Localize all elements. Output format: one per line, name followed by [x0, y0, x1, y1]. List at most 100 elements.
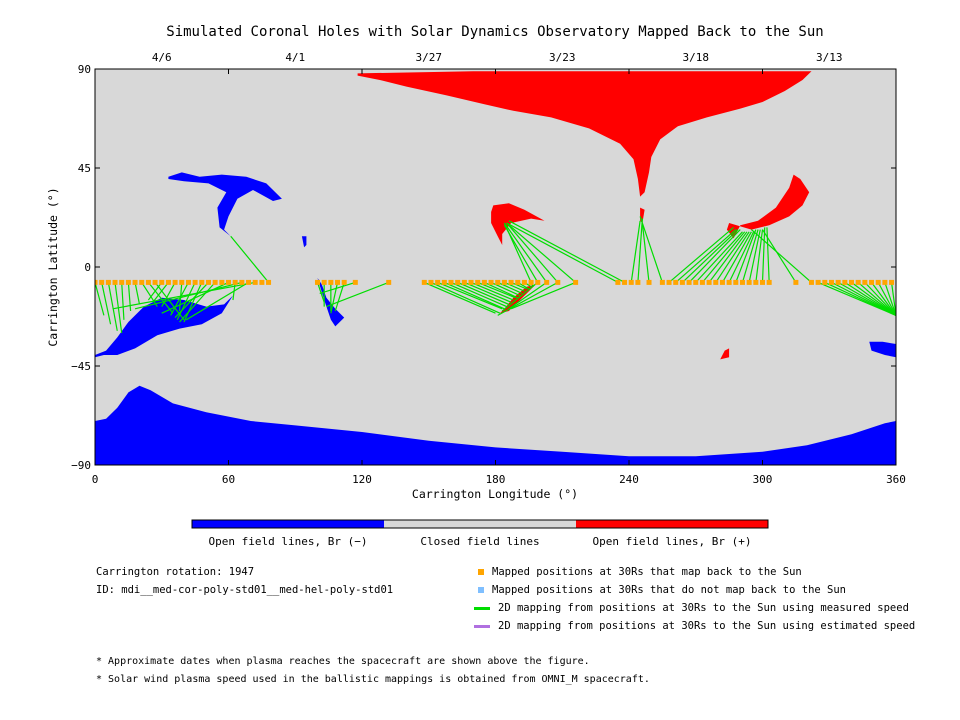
mapped-point-71	[733, 279, 739, 285]
mapping-line-75	[741, 229, 759, 283]
x-tick-label-0: 0	[92, 473, 99, 486]
colorbar-segment-0	[192, 520, 384, 528]
mapping-line-69	[701, 231, 746, 283]
mapped-point-12	[172, 279, 178, 285]
mapping-line-6	[134, 282, 141, 305]
mapped-point-80	[822, 279, 828, 285]
mapping-line-14	[170, 282, 189, 316]
mapping-line-2	[107, 282, 118, 331]
mapping-line-78	[761, 227, 766, 283]
mapped-point-58	[635, 279, 641, 285]
mapped-point-9	[152, 279, 158, 285]
mapped-point-32	[352, 279, 358, 285]
mapping-line-68	[695, 231, 743, 283]
mapped-point-6	[132, 279, 138, 285]
mapped-point-88	[875, 279, 881, 285]
mapping-line-22	[185, 281, 249, 321]
mapped-point-65	[693, 279, 699, 285]
mapping-line-80	[761, 229, 797, 283]
mapping-line-57	[506, 222, 576, 283]
mapped-point-33	[386, 279, 392, 285]
mapped-point-36	[435, 279, 441, 285]
mapped-point-81	[828, 279, 834, 285]
mapped-point-76	[766, 279, 772, 285]
mapped-point-10	[159, 279, 165, 285]
mapped-point-26	[266, 279, 272, 285]
x-tick-label-300: 300	[753, 473, 773, 486]
mapped-point-40	[461, 279, 467, 285]
mapping-line-7	[141, 282, 158, 307]
mapped-point-28	[321, 279, 327, 285]
colorbar-label-2: Open field lines, Br (+)	[593, 535, 752, 548]
legend-label-estimated: 2D mapping from positions at 30Rs to the…	[498, 620, 916, 632]
mapping-line-43	[497, 281, 523, 294]
legend: Mapped positions at 30Rs that map back t…	[474, 563, 916, 635]
mapping-line-25	[316, 282, 325, 303]
mapped-point-16	[199, 279, 205, 285]
mapped-point-48	[515, 279, 521, 285]
mapping-line-88	[857, 281, 896, 316]
coronal-hole-negative-4	[869, 341, 896, 358]
mapped-point-37	[441, 279, 447, 285]
mapping-line-15	[176, 282, 196, 321]
date-label-5: 3/13	[816, 51, 843, 64]
mapped-point-56	[622, 279, 628, 285]
mapping-line-56	[506, 222, 559, 283]
mapped-point-63	[679, 279, 685, 285]
y-tick-label--90: −90	[71, 459, 91, 472]
mapping-line-55	[503, 222, 548, 283]
mapping-line-28	[330, 282, 339, 314]
mapping-line-19	[161, 281, 229, 314]
carrington-rotation: Carrington rotation: 1947	[96, 566, 255, 578]
x-tick-label-120: 120	[352, 473, 372, 486]
mapped-point-89	[882, 279, 888, 285]
measured-line-swatch	[474, 606, 490, 610]
mapped-point-34	[421, 279, 427, 285]
mapping-line-85	[837, 281, 896, 316]
mapped-point-49	[521, 279, 527, 285]
y-tick-label-0: 0	[84, 261, 91, 274]
mapped-point-85	[855, 279, 861, 285]
mapped-point-13	[179, 279, 185, 285]
x-tick-label-180: 180	[486, 473, 506, 486]
mapping-line-71	[715, 231, 750, 283]
mapping-line-5	[127, 282, 132, 312]
mapped-point-3	[112, 279, 118, 285]
mapping-line-44	[504, 281, 525, 292]
mapping-line-16	[183, 282, 203, 323]
mapping-line-58	[506, 222, 619, 283]
mapping-line-31	[326, 281, 389, 308]
footnote-dates: * Approximate dates when plasma reaches …	[96, 656, 590, 667]
legend-item-estimated: 2D mapping from positions at 30Rs to the…	[474, 617, 916, 635]
mapped-point-7	[139, 279, 145, 285]
mapping-line-92	[884, 282, 896, 316]
mapping-line-21	[134, 281, 242, 310]
x-tick-label-60: 60	[222, 473, 235, 486]
coronal-hole-positive-11	[720, 348, 730, 360]
colorbar-frame	[191, 519, 769, 529]
mapping-line-34	[437, 281, 503, 310]
mapped-point-53	[555, 279, 561, 285]
coronal-hole-negative-5	[301, 236, 307, 248]
mapped-point-72	[739, 279, 745, 285]
mapped-point-27	[315, 279, 320, 285]
mapped-point-79	[815, 279, 821, 285]
mapping-line-87	[851, 281, 896, 316]
colorbar-segment-1	[384, 520, 576, 528]
legend-label-measured: 2D mapping from positions at 30Rs to the…	[498, 602, 909, 614]
coronal-hole-negative-1	[95, 295, 233, 358]
mapping-line-1	[101, 282, 112, 325]
mapping-line-45	[510, 281, 527, 290]
mapped-point-61	[666, 279, 672, 285]
coronal-hole-positive-8	[726, 174, 810, 239]
y-tick-label-90: 90	[78, 63, 91, 76]
mapping-line-18	[179, 281, 216, 323]
coronal-hole-negative-0	[95, 385, 896, 465]
mapped-point-2	[105, 279, 111, 285]
mapping-line-74	[735, 229, 757, 283]
coronal-hole-negative-2	[317, 278, 345, 327]
coronal-hole-positive-7	[491, 203, 545, 245]
mapping-line-36	[450, 281, 507, 308]
mapping-line-40	[477, 281, 516, 299]
mapping-line-60	[630, 220, 641, 283]
